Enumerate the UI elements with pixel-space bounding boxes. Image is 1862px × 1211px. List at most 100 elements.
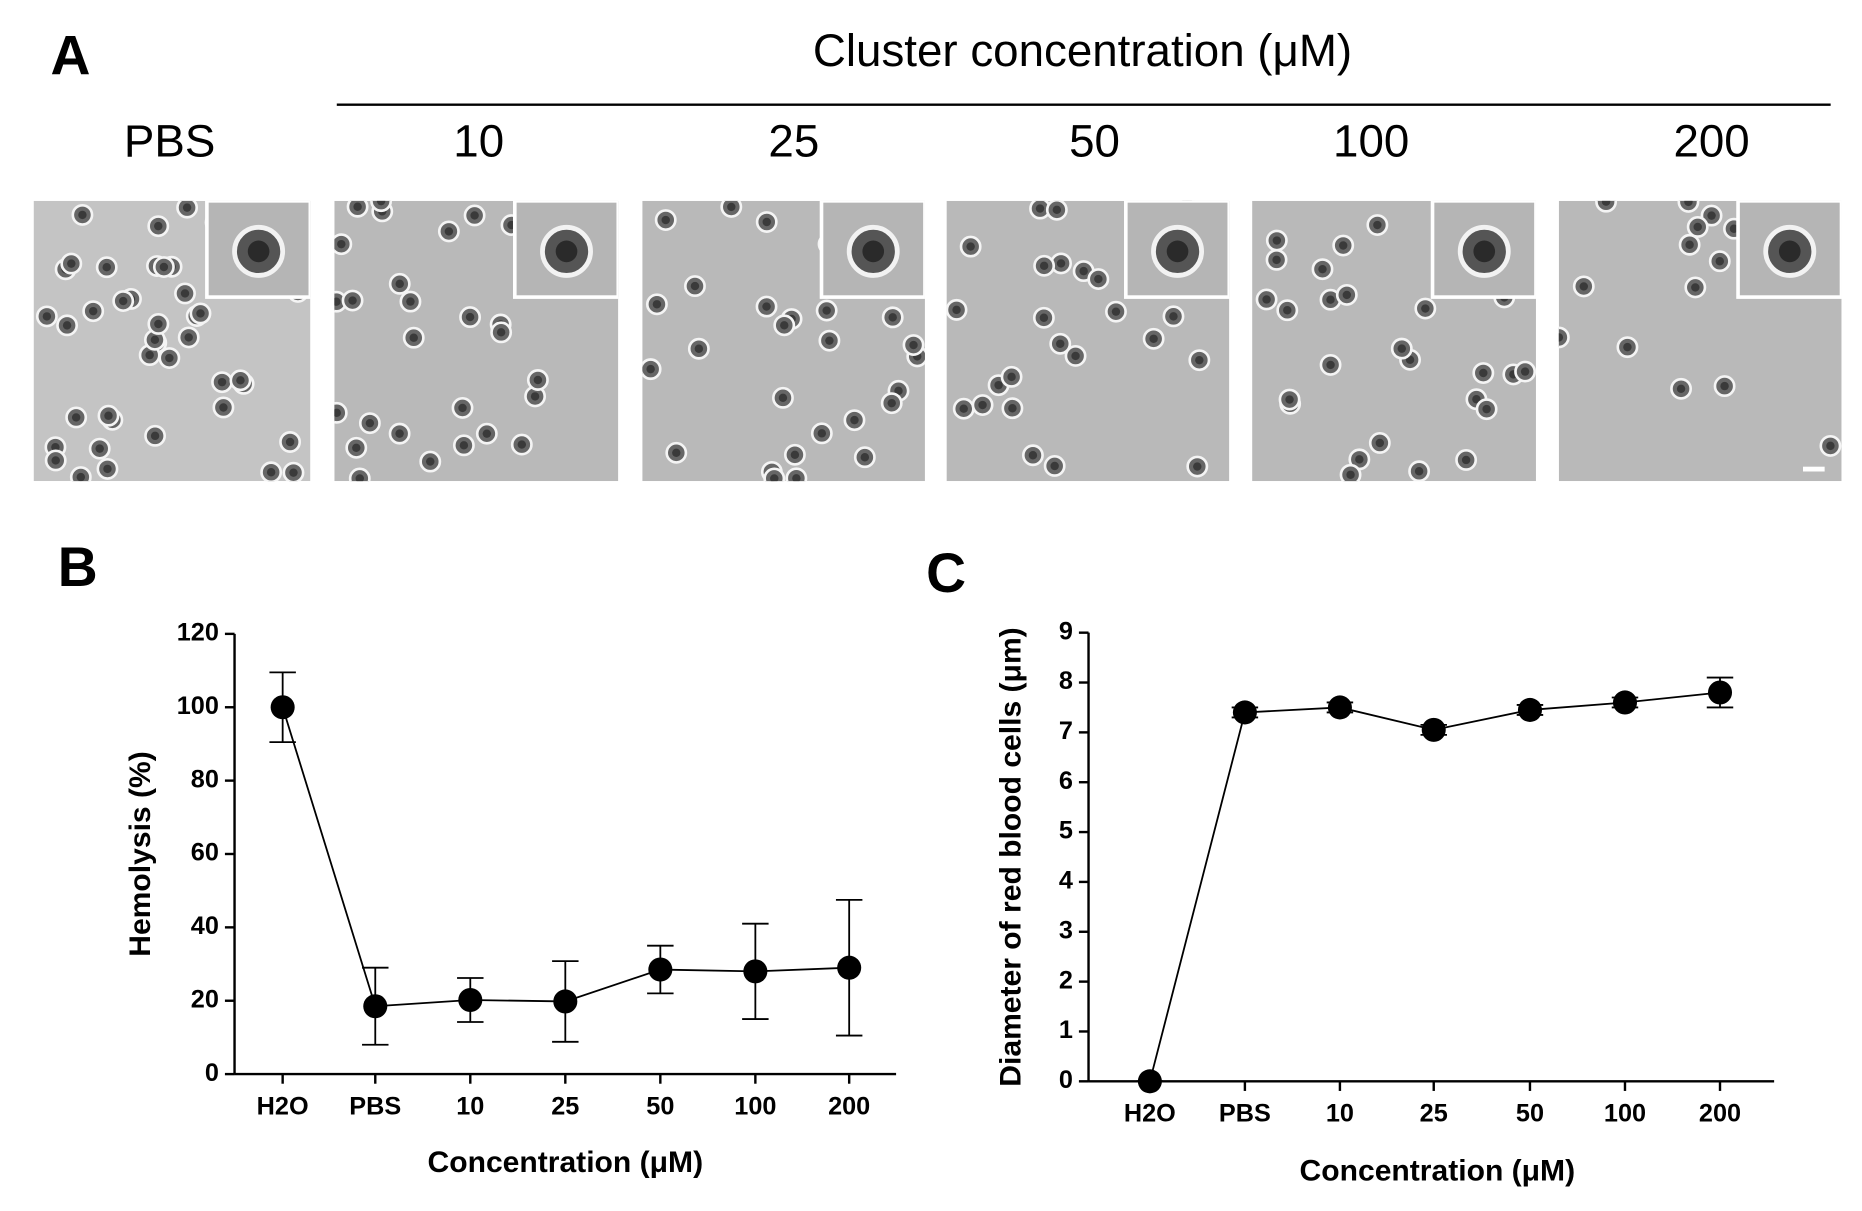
cell-core	[62, 321, 72, 330]
cell-core	[334, 297, 341, 306]
cell-core	[1601, 200, 1611, 206]
micrograph	[334, 200, 619, 482]
y-tick-label: 40	[191, 912, 219, 940]
cell-core	[1339, 241, 1348, 250]
cell-core	[1326, 360, 1335, 370]
cell-core	[165, 353, 174, 363]
x-axis-label: Concentration (μM)	[428, 1146, 704, 1179]
figure-content: A Cluster concentration (μM) PBS 10 25 50 10…	[33, 25, 1842, 1188]
cell-core	[102, 262, 111, 272]
cell-core	[1193, 462, 1202, 471]
cell-core	[289, 468, 298, 477]
cell-core	[762, 302, 771, 311]
cell-core	[1342, 290, 1352, 300]
x-tick-label: PBS	[349, 1092, 401, 1120]
cell-core	[217, 377, 227, 387]
cell-core	[119, 296, 128, 306]
column-label: 25	[768, 115, 819, 166]
cell-core	[104, 411, 113, 420]
y-tick-label: 80	[191, 765, 219, 793]
cell-core	[1056, 259, 1066, 268]
cell-core	[470, 211, 479, 220]
x-tick-label: 25	[551, 1092, 579, 1120]
data-point	[743, 959, 768, 984]
y-tick-label: 120	[177, 619, 219, 647]
cell-core	[182, 203, 192, 212]
cell-core	[1623, 342, 1632, 352]
cell-core	[817, 429, 827, 438]
cell-core	[661, 215, 670, 225]
cell-core	[184, 333, 193, 342]
cell-core	[1691, 283, 1700, 292]
cell-core	[1707, 211, 1716, 220]
cell-core	[888, 313, 897, 322]
cell-core	[860, 453, 870, 462]
column-label: 10	[453, 115, 504, 166]
cell-core	[236, 376, 245, 385]
cell-core	[1318, 264, 1327, 274]
cell	[1558, 326, 1570, 349]
cell-core	[42, 312, 52, 321]
y-axis-label: Hemolysis (%)	[124, 751, 157, 957]
column-label: PBS	[124, 115, 215, 166]
cell-core	[1373, 220, 1382, 230]
x-tick-label: 10	[1326, 1100, 1354, 1128]
cell-core	[1414, 467, 1424, 476]
column-label: 100	[1333, 115, 1409, 166]
y-tick-label: 3	[1059, 916, 1073, 944]
y-tick-label: 0	[205, 1059, 219, 1087]
y-tick-label: 7	[1059, 717, 1073, 745]
cell-core	[1039, 313, 1049, 322]
cell-core	[465, 312, 475, 322]
y-tick-label: 2	[1059, 966, 1073, 994]
inset-core	[1473, 240, 1496, 263]
inset-core	[555, 240, 578, 263]
cell-core	[88, 306, 98, 316]
cell-core	[1558, 333, 1564, 342]
cell-core	[966, 242, 975, 251]
cell-core	[1715, 257, 1724, 266]
inset-core	[862, 240, 885, 263]
cell-core	[1482, 404, 1491, 414]
micrograph-field	[1558, 200, 1842, 482]
inset-core	[247, 240, 270, 263]
cell-core	[909, 340, 918, 350]
panel-title: Cluster concentration (μM)	[813, 25, 1352, 76]
micrograph	[642, 200, 925, 482]
micrograph-field	[33, 200, 311, 482]
y-tick-label: 6	[1059, 767, 1073, 795]
cell-core	[409, 333, 418, 342]
x-tick-label: 50	[646, 1092, 674, 1120]
cell-core	[887, 398, 896, 408]
cell-core	[822, 306, 831, 315]
micrograph-field	[946, 200, 1230, 482]
cell-core	[444, 227, 454, 236]
cell-core	[1729, 224, 1739, 233]
cell-core	[1028, 451, 1038, 460]
cell-core	[95, 444, 104, 453]
cell-core	[790, 450, 800, 460]
cell-core	[517, 440, 527, 449]
cell-core	[1355, 455, 1364, 464]
data-point	[363, 994, 388, 1019]
cell-core	[154, 319, 163, 329]
cell-core	[778, 393, 788, 403]
cell-core	[1720, 381, 1729, 391]
data-point	[1612, 690, 1638, 715]
cell-core	[1326, 295, 1335, 304]
cell-core	[348, 296, 357, 305]
y-tick-label: 4	[1059, 867, 1073, 895]
panel-label: B	[58, 536, 98, 598]
data-point	[1421, 717, 1446, 742]
cell-core	[496, 328, 506, 337]
cell-core	[1421, 304, 1430, 313]
cell-core	[67, 259, 76, 268]
cell-core	[1111, 307, 1121, 316]
x-tick-label: 25	[1420, 1100, 1448, 1128]
cell-core	[458, 403, 467, 413]
cell-core	[196, 309, 205, 318]
cell-core	[1094, 274, 1103, 284]
data-point	[1327, 695, 1352, 720]
cell-core	[51, 442, 60, 452]
micrograph-field	[334, 200, 619, 482]
